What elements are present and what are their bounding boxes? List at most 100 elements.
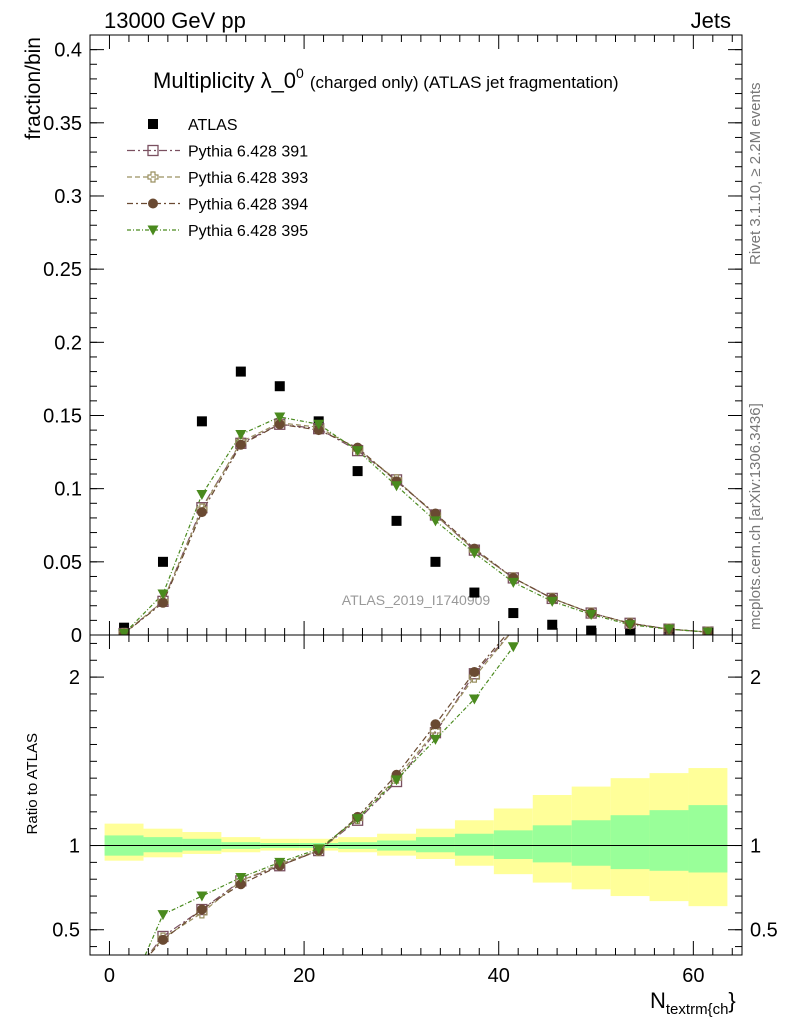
ratio-point xyxy=(468,694,480,705)
atlas-data-point xyxy=(430,556,441,567)
legend-marker xyxy=(148,119,158,129)
main-y-tick-label: 0.15 xyxy=(43,405,82,427)
main-line-3 xyxy=(123,423,708,635)
ratio-point xyxy=(157,934,168,945)
main-y-tick-label: 0.3 xyxy=(54,186,82,208)
band-inner-segment xyxy=(143,837,183,853)
mc-point xyxy=(235,430,247,441)
mc-point xyxy=(546,596,558,607)
mc-point xyxy=(274,419,285,430)
main-y-tick-label: 0.05 xyxy=(43,552,82,574)
atlas-data-point xyxy=(469,587,480,598)
title-superscript: 0 xyxy=(296,65,304,81)
ratio-y-tick-label: 0.5 xyxy=(52,920,80,942)
mc-point xyxy=(196,490,208,501)
mc-point xyxy=(196,507,207,518)
x-tick-label: 60 xyxy=(682,965,704,987)
legend-marker xyxy=(147,144,159,157)
band-inner-segment xyxy=(610,815,650,870)
mc-point xyxy=(352,446,364,457)
ratio-y-tick-label: 2 xyxy=(69,667,80,689)
main-series-layer xyxy=(118,366,714,635)
ratio-point xyxy=(196,904,207,915)
atlas-data-point xyxy=(196,416,207,427)
mc-point xyxy=(430,508,441,519)
atlas-data-point xyxy=(352,466,363,477)
main-y-tick-label: 0 xyxy=(71,625,82,647)
ratio-point xyxy=(196,891,208,902)
main-y-tick-label: 0.1 xyxy=(54,479,82,501)
ratio-point xyxy=(507,635,519,636)
band-inner-segment xyxy=(571,820,611,866)
ratio-point xyxy=(430,719,441,730)
ratio-point xyxy=(274,857,286,868)
mc-point xyxy=(391,481,403,492)
legend-label: Pythia 6.428 391 xyxy=(188,144,308,161)
title-suffix: (charged only) (ATLAS jet fragmentation) xyxy=(310,73,619,92)
legend-marker xyxy=(147,171,159,183)
mc-point xyxy=(313,419,325,430)
ratio-line-3 xyxy=(148,635,507,955)
x-tick-label: 20 xyxy=(293,965,315,987)
title-main: Multiplicity λ_0 xyxy=(153,68,296,93)
ratio-point xyxy=(391,775,403,786)
main-line-4 xyxy=(123,416,708,634)
band-inner-segment xyxy=(493,830,533,859)
mc-point xyxy=(157,597,168,608)
header-right: Jets xyxy=(691,8,731,33)
x-axis-label: Ntextrm{ch} xyxy=(650,988,736,1018)
ratio-point xyxy=(313,844,325,855)
atlas-data-point xyxy=(235,366,246,377)
atlas-data-point xyxy=(157,556,168,567)
atlas-data-point xyxy=(119,622,130,633)
mc-point xyxy=(507,577,519,588)
main-y-tick-label: 0.25 xyxy=(43,259,82,281)
mc-point xyxy=(313,425,324,436)
mc-point xyxy=(157,589,169,600)
main-y-tick-label: 0.4 xyxy=(54,40,82,62)
x-tick-label: 0 xyxy=(104,965,115,987)
atlas-data-point xyxy=(391,515,402,526)
legend-label: Pythia 6.428 393 xyxy=(188,170,308,187)
ratio-y-tick-label-right: 1 xyxy=(750,836,761,858)
mc-point xyxy=(663,624,675,635)
x-tick-label: 40 xyxy=(488,965,510,987)
mc-point xyxy=(274,412,286,423)
atlas-data-point xyxy=(274,381,285,392)
ratio-y-tick-label: 1 xyxy=(69,836,80,858)
mc-point xyxy=(624,620,636,631)
x-label-subscript: textrm{ch xyxy=(666,1001,729,1018)
mcplots-label: mcplots.cern.ch [arXiv:1306.3436] xyxy=(747,403,764,630)
ratio-uncertainty-bands xyxy=(90,768,742,907)
mc-point xyxy=(235,439,246,450)
ratio-point xyxy=(235,873,247,884)
legend-label: ATLAS xyxy=(188,117,238,134)
band-inner-segment xyxy=(688,805,728,873)
legend: ATLAS Pythia 6.428 391 Pythia 6.428 393 Pyt… xyxy=(127,117,308,240)
band-inner-segment xyxy=(532,825,572,863)
ratio-series-layer xyxy=(144,635,519,955)
x-label-main: N xyxy=(650,988,666,1013)
mc-point xyxy=(118,629,130,635)
atlas-data-point xyxy=(547,619,558,630)
mc-point xyxy=(468,548,480,559)
main-y-tick-label: 0.35 xyxy=(43,113,82,135)
band-inner-segment xyxy=(649,810,689,871)
legend-label: Pythia 6.428 394 xyxy=(188,197,308,214)
ratio-line-2 xyxy=(147,635,510,955)
ratio-y-tick-label-right: 2 xyxy=(750,667,761,689)
ratio-point xyxy=(469,667,480,678)
mc-point xyxy=(585,610,597,621)
legend-marker xyxy=(147,225,159,236)
ratio-point xyxy=(429,734,441,745)
header-left: 13000 GeV pp xyxy=(104,8,246,33)
ratio-point xyxy=(235,879,246,890)
mc-point xyxy=(429,516,441,527)
legend-label: Pythia 6.428 395 xyxy=(188,223,308,240)
ratio-y-tick-label-right: 0.5 xyxy=(750,920,778,942)
atlas-data-point xyxy=(625,628,636,635)
analysis-watermark: ATLAS_2019_I1740909 xyxy=(342,592,491,608)
ratio-y-axis-label: Ratio to ATLAS xyxy=(24,733,41,834)
rivet-label: Rivet 3.1.10, ≥ 2.2M events xyxy=(747,83,764,266)
